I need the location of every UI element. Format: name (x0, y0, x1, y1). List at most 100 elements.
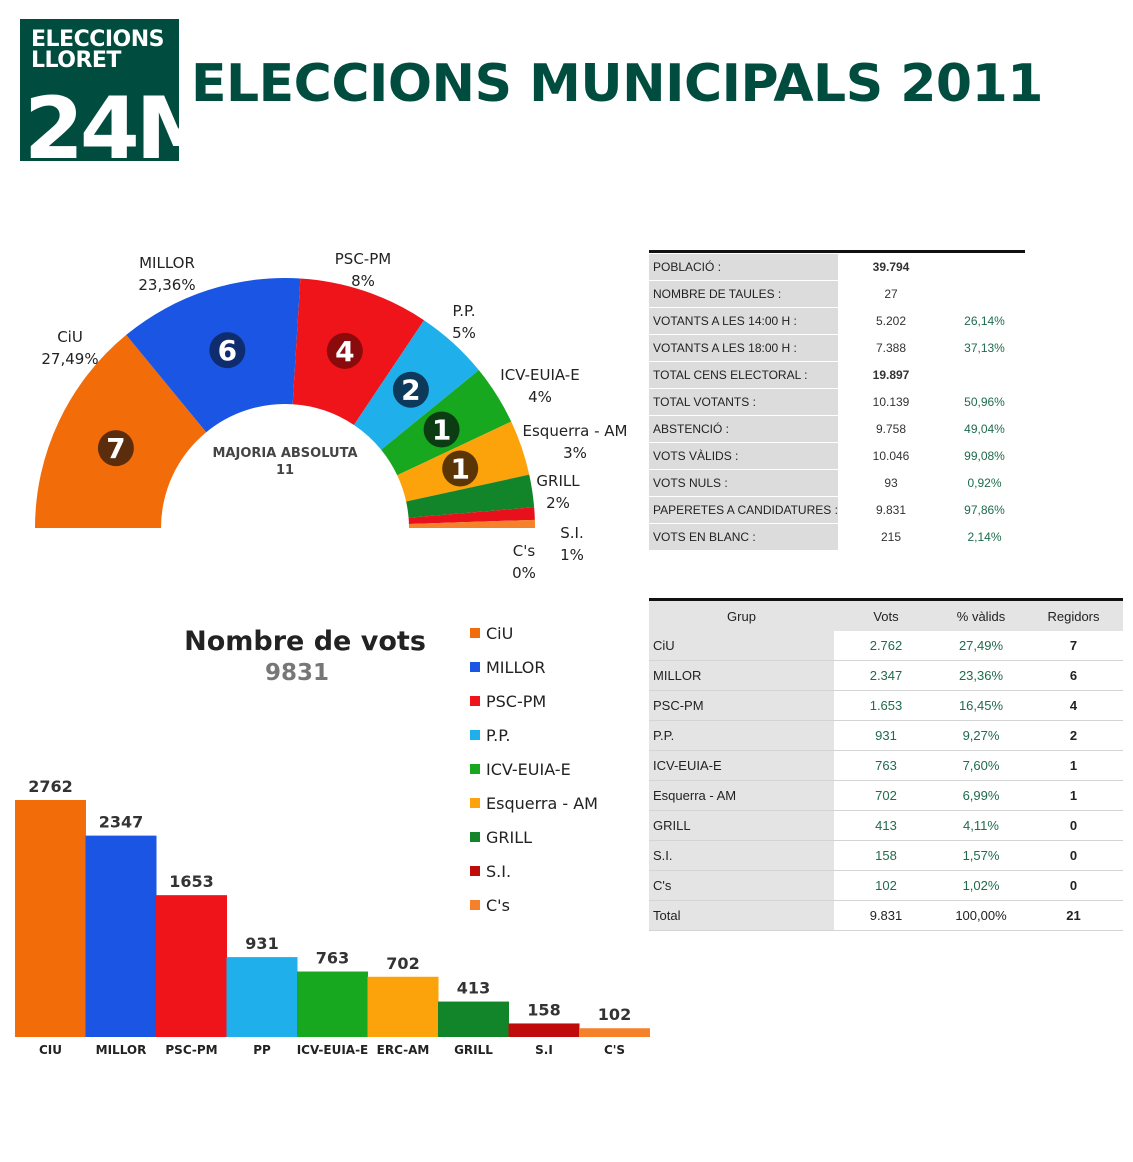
stat-value: 39.794 (838, 253, 940, 281)
slice-pct-s-i: 1% (560, 546, 584, 564)
page-title: ELECCIONS MUNICIPALS 2011 (191, 54, 1043, 114)
table-row: S.I. 158 1,57% 0 (649, 840, 1123, 871)
table-row: PSC-PM 1.653 16,45% 4 (649, 690, 1123, 721)
votes-cell: 763 (834, 750, 938, 781)
party-name: ICV-EUIA-E (649, 750, 834, 781)
bar-value-erc-am: 702 (386, 954, 419, 973)
table-row: MILLOR 2.347 23,36% 6 (649, 660, 1123, 691)
votes-cell: 413 (834, 810, 938, 841)
legend-swatch-ciu (470, 628, 480, 638)
bar-category-icv-euia-e: ICV-EUIA-E (297, 1043, 369, 1057)
slice-pct-p-p: 5% (452, 324, 476, 342)
stat-percent: 99,08% (940, 442, 1025, 470)
slice-name-ciu: CiU (57, 328, 83, 346)
stat-percent (940, 253, 1025, 281)
percent-cell: 1,02% (938, 870, 1024, 901)
legend-swatch-esquerra-am (470, 798, 480, 808)
bar-value-ciu: 2762 (28, 777, 73, 796)
slice-name-grill: GRILL (536, 472, 580, 490)
bar-value-icv-euia-e: 763 (316, 949, 349, 968)
stat-label: VOTS VÀLIDS : (649, 442, 838, 470)
table-row: VOTANTS A LES 18:00 H :7.388 37,13% (649, 334, 1025, 362)
party-name: CiU (649, 631, 834, 661)
party-name: C's (649, 870, 834, 901)
stat-label: VOTS NULS : (649, 469, 838, 497)
slice-name-esquerra-am: Esquerra - AM (523, 422, 628, 440)
stat-value: 10.139 (838, 388, 940, 416)
seats-cell: 7 (1024, 631, 1123, 661)
bar-value-s-i: 158 (527, 1000, 560, 1019)
stat-percent: 37,13% (940, 334, 1025, 362)
seat-count-psc-pm: 4 (335, 335, 354, 368)
party-name: Total (649, 900, 834, 931)
bar-value-pp: 931 (245, 934, 278, 953)
party-name: Esquerra - AM (649, 780, 834, 811)
table-row: GRILL 413 4,11% 0 (649, 810, 1123, 841)
slice-name-s-i: S.I. (560, 524, 583, 542)
stat-percent: 49,04% (940, 415, 1025, 443)
votes-cell: 702 (834, 780, 938, 811)
percent-cell: 6,99% (938, 780, 1024, 811)
majority-value: 11 (276, 463, 294, 478)
turnout-table: POBLACIÓ :39.794 NOMBRE DE TAULES :27 VOTA… (649, 250, 1025, 551)
slice-pct-ciu: 27,49% (41, 350, 98, 368)
stat-value: 215 (838, 523, 940, 551)
stat-label: NOMBRE DE TAULES : (649, 280, 838, 308)
legend-label-millor: MILLOR (486, 658, 546, 677)
stat-percent (940, 280, 1025, 308)
legend-swatch-psc-pm (470, 696, 480, 706)
slice-pct-icv-euia-e: 4% (528, 388, 552, 406)
slice-s-i (408, 507, 535, 524)
bar-c-s (579, 1028, 650, 1037)
stat-value: 9.758 (838, 415, 940, 443)
hemicycle-chart: 7 CiU 27,49% 6 MILLOR 23,36% 4 PSC-PM 8% 2 P.P. 5% 1… (35, 250, 628, 582)
votes-cell: 931 (834, 720, 938, 751)
seat-badge-icv-euia-e (423, 411, 460, 448)
table-row: TOTAL CENS ELECTORAL :19.897 (649, 361, 1025, 389)
seat-count-p-p: 2 (401, 374, 420, 407)
stat-value: 93 (838, 469, 940, 497)
bar-category-grill: GRILL (454, 1043, 493, 1057)
logo-line-1: ELECCIONS (31, 27, 165, 52)
party-name: S.I. (649, 840, 834, 871)
bar-ciu (15, 800, 86, 1037)
table-row: CiU 2.762 27,49% 7 (649, 631, 1123, 661)
percent-cell: 100,00% (938, 900, 1024, 931)
stat-value: 7.388 (838, 334, 940, 362)
table-row: ICV-EUIA-E 763 7,60% 1 (649, 750, 1123, 781)
seats-cell: 6 (1024, 660, 1123, 691)
seats-cell: 0 (1024, 870, 1123, 901)
bar-category-millor: MILLOR (96, 1043, 147, 1057)
seats-cell: 1 (1024, 750, 1123, 781)
legend-label-icv-euia-e: ICV-EUIA-E (486, 760, 571, 779)
seat-badge-p-p (392, 371, 429, 408)
legend-label-s-i: S.I. (486, 862, 511, 881)
table-row: Total 9.831 100,00% 21 (649, 900, 1123, 931)
stat-label: VOTANTS A LES 18:00 H : (649, 334, 838, 362)
votes-cell: 158 (834, 840, 938, 871)
majority-label: MAJORIA ABSOLUTA (213, 446, 358, 461)
bar-category-erc-am: ERC-AM (377, 1043, 430, 1057)
seat-badge-psc-pm (326, 332, 363, 369)
stat-percent: 97,86% (940, 496, 1025, 524)
table-row: POBLACIÓ :39.794 (649, 253, 1025, 281)
logo-24m: 24M (24, 79, 179, 161)
table-top-rule (649, 250, 1025, 254)
slice-pct-psc-pm: 8% (351, 272, 375, 290)
column-header-v-lids: % vàlids (938, 598, 1024, 631)
legend-label-psc-pm: PSC-PM (486, 692, 546, 711)
bar-category-c-s: C'S (604, 1043, 625, 1057)
bar-icv-euia-e (297, 971, 368, 1037)
column-header-vots: Vots (834, 598, 938, 631)
stat-value: 10.046 (838, 442, 940, 470)
table-row: Esquerra - AM 702 6,99% 1 (649, 780, 1123, 811)
seats-cell: 0 (1024, 810, 1123, 841)
percent-cell: 23,36% (938, 660, 1024, 691)
results-table-header: Grup Vots% vàlids Regidors (649, 598, 1123, 631)
legend-swatch-c-s (470, 900, 480, 910)
votes-cell: 2.762 (834, 631, 938, 661)
stat-label: TOTAL CENS ELECTORAL : (649, 361, 838, 389)
seats-cell: 4 (1024, 690, 1123, 721)
slice-pct-grill: 2% (546, 494, 570, 512)
slice-c-s (408, 519, 535, 528)
